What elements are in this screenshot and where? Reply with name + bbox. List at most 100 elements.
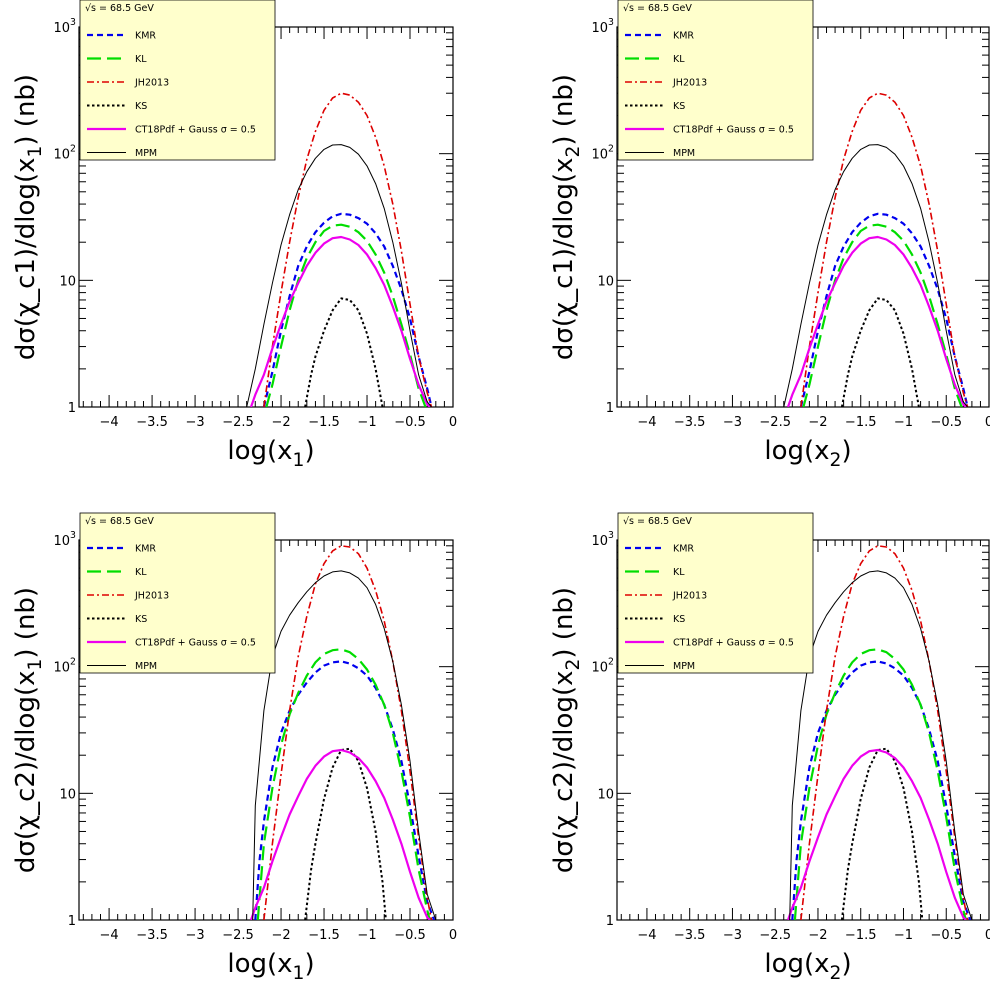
legend-label: MPM [673, 661, 695, 672]
x-tick-label: −3.5 [136, 415, 168, 430]
legend: √s = 68.5 GeV KMR KL JH2013 KS CT18Pdf + Gaus… [79, 512, 276, 674]
legend-label: KS [673, 101, 685, 112]
series-line-kl [256, 648, 431, 920]
x-tick-label: −3 [185, 415, 204, 430]
x-tick-label: −0.5 [394, 415, 426, 430]
legend-label: KMR [135, 544, 156, 555]
legend-box [617, 512, 814, 674]
y-tick-label: 103 [54, 17, 77, 36]
x-tick-label: −0.5 [930, 928, 962, 943]
series-line-kmr [262, 212, 433, 407]
x-tick-label: −3.5 [674, 928, 706, 943]
series-line-kl [265, 223, 427, 407]
legend-label: JH2013 [134, 78, 169, 89]
x-tick-label: −3.5 [674, 415, 706, 430]
legend-header: √s = 68.5 GeV [623, 516, 692, 527]
series-line-ct18pdf-gauss-0-5 [786, 235, 967, 407]
x-tick-label: −2.5 [222, 928, 254, 943]
x-tick-label: −4 [637, 928, 656, 943]
legend: √s = 68.5 GeV KMR KL JH2013 KS CT18Pdf + Gaus… [617, 512, 814, 674]
legend-label: MPM [673, 148, 695, 159]
x-tick-label: −2.5 [759, 415, 791, 430]
legend-label: MPM [135, 148, 157, 159]
legend-label: KS [135, 614, 147, 625]
x-tick-label: −0.5 [394, 928, 426, 943]
x-tick-label: −1 [894, 415, 913, 430]
legend-label: KL [673, 567, 685, 578]
series-line-kmr [791, 660, 972, 920]
x-tick-label: −2.5 [759, 928, 791, 943]
legend: √s = 68.5 GeV KMR KL JH2013 KS CT18Pdf + Gaus… [617, 0, 814, 161]
series-line-mpm [252, 570, 437, 920]
legend-label: KL [135, 567, 147, 578]
x-axis-title: log(x2) [764, 949, 851, 984]
y-axis-title: dσ(χ_c1)/dlog(x1) (nb) [11, 74, 46, 360]
series-line-ct18pdf-gauss-0-5 [786, 748, 967, 920]
x-tick-label: 0 [985, 415, 990, 430]
legend-box [79, 0, 276, 161]
x-tick-label: −3 [723, 928, 742, 943]
series-line-jh2013 [263, 92, 433, 407]
legend-header: √s = 68.5 GeV [85, 3, 154, 14]
y-tick-label: 103 [592, 530, 615, 549]
x-tick-label: −2 [808, 415, 827, 430]
chart-panel-3: −4 −3.5 −3 −2.5 −2 −1.5 −1 −0.5 0 1 10 102 103 log(x1… [11, 512, 457, 984]
y-axis-title: dσ(χ_c2)/dlog(x1) (nb) [11, 587, 46, 873]
x-tick-label: −3 [185, 928, 204, 943]
legend-label: MPM [135, 661, 157, 672]
x-tick-label: −3 [723, 415, 742, 430]
legend-header: √s = 68.5 GeV [623, 3, 692, 14]
legend: √s = 68.5 GeV KMR KL JH2013 KS CT18Pdf + Gaus… [79, 0, 276, 161]
series-line-ks [304, 297, 384, 407]
x-tick-label: −1.5 [308, 415, 340, 430]
chart-panel-2: −4 −3.5 −3 −2.5 −2 −1.5 −1 −0.5 0 1 10 102 103 log(x2… [549, 0, 990, 471]
series-line-kmr [254, 660, 436, 920]
y-tick-label: 1 [68, 401, 76, 416]
x-tick-label: −2 [271, 415, 290, 430]
legend-label: KL [673, 54, 685, 65]
legend-label: KMR [673, 544, 694, 555]
series-line-jh2013 [263, 545, 433, 920]
x-tick-label: −4 [100, 928, 119, 943]
legend-label: JH2013 [134, 591, 169, 602]
series-line-kl [802, 223, 963, 407]
y-tick-label: 102 [54, 657, 77, 676]
series-line-mpm [789, 570, 973, 920]
series-line-ks [840, 297, 920, 407]
x-tick-label: −2 [808, 928, 827, 943]
x-tick-label: 0 [449, 928, 457, 943]
legend-label: KL [135, 54, 147, 65]
legend-label: CT18Pdf + Gauss σ = 0.5 [673, 125, 794, 136]
legend-label: KMR [673, 31, 694, 42]
y-tick-label: 102 [592, 144, 615, 163]
y-tick-label: 102 [54, 144, 77, 163]
y-tick-label: 103 [54, 530, 77, 549]
legend-header: √s = 68.5 GeV [85, 516, 154, 527]
x-tick-label: 0 [449, 415, 457, 430]
legend-box [79, 512, 276, 674]
x-tick-label: −1 [894, 928, 913, 943]
legend-label: JH2013 [672, 78, 707, 89]
chart-panel-4: −4 −3.5 −3 −2.5 −2 −1.5 −1 −0.5 0 1 10 102 103 log(x2… [549, 512, 990, 984]
y-tick-label: 1 [606, 914, 614, 929]
legend-label: KS [673, 614, 685, 625]
y-tick-label: 10 [59, 787, 76, 802]
series-line-jh2013 [800, 92, 969, 407]
chart-panel-1: −4 −3.5 −3 −2.5 −2 −1.5 −1 −0.5 0 1 10 102 103 log(x1… [11, 0, 457, 471]
x-tick-label: −4 [100, 415, 119, 430]
y-tick-label: 1 [606, 401, 614, 416]
y-tick-label: 1 [68, 914, 76, 929]
series-line-ct18pdf-gauss-0-5 [249, 235, 431, 407]
x-tick-label: −4 [637, 415, 656, 430]
y-axis-title: dσ(χ_c2)/dlog(x2) (nb) [549, 587, 584, 873]
series-line-ks [304, 747, 387, 920]
legend-label: JH2013 [672, 591, 707, 602]
x-axis-title: log(x1) [227, 949, 314, 984]
x-tick-label: −1.5 [845, 928, 877, 943]
series-line-ks [840, 747, 924, 920]
x-axis-title: log(x1) [227, 436, 314, 471]
x-tick-label: −2.5 [222, 415, 254, 430]
x-tick-label: −3.5 [136, 928, 168, 943]
series-line-jh2013 [800, 545, 969, 920]
